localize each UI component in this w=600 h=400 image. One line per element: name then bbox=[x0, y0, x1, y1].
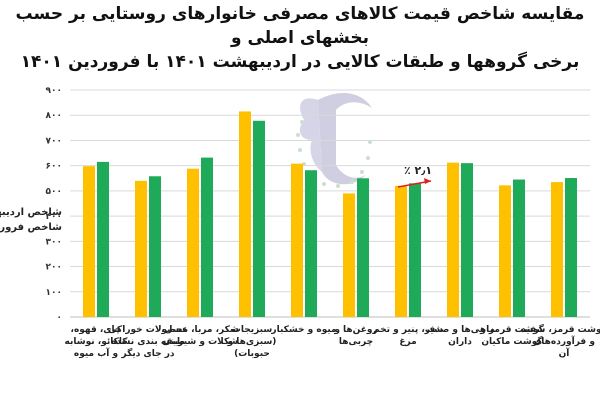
bar-series-2-7 bbox=[409, 183, 421, 317]
x-category-label: محصولات خوراکی طبقه بندی نشده در جای دیگر bbox=[108, 325, 188, 359]
y-tick-label: ۶۰۰ bbox=[46, 162, 62, 172]
watermark-logo bbox=[296, 93, 372, 188]
y-tick-label: ۹۰۰ bbox=[46, 86, 62, 96]
x-category-label: چای، قهوه، کاکائو، نوشابه و آب میوه bbox=[65, 325, 129, 359]
y-tick-label: ۳۰۰ bbox=[46, 237, 62, 247]
bar-series-1-5 bbox=[291, 163, 303, 317]
x-category-label: گوشت قرمز، سفید و فرآورده‌های آن bbox=[521, 323, 600, 359]
y-tick-label: ۸۰۰ bbox=[46, 111, 62, 121]
y-tick-label: ۱۰۰ bbox=[46, 288, 62, 298]
y-tick-label: ۵۰۰ bbox=[46, 187, 62, 197]
bar-series-2-6 bbox=[357, 178, 369, 317]
annotation-text: ٪ ۲٫۱ bbox=[404, 164, 432, 177]
x-category-label: ماهی‌ها و صدف داران bbox=[425, 325, 495, 347]
bar-series-2-1 bbox=[97, 161, 109, 317]
x-category-label: روغن‌ها و چربی‌ها bbox=[333, 325, 377, 347]
legend-item-series-1: شاخص اردیبهشت bbox=[0, 207, 62, 218]
bar-series-2-3 bbox=[201, 157, 213, 317]
legend: شاخص اردیبهشت شاخص فروردین bbox=[0, 205, 62, 235]
bar-series-1-4 bbox=[239, 111, 251, 317]
y-tick-label: ۰ bbox=[57, 313, 63, 323]
bar-series-2-2 bbox=[149, 176, 161, 317]
bar-series-2-5 bbox=[305, 170, 317, 317]
bar-series-1-2 bbox=[135, 180, 147, 317]
bar-series-1-7 bbox=[395, 185, 407, 317]
y-tick-label: ۷۰۰ bbox=[46, 136, 62, 146]
bar-chart: ۰ ۱۰۰ ۲۰۰ ۳۰۰ ۴۰۰ ۵۰۰ ۶۰۰ ۷۰۰ ۸۰۰ ۹۰۰ چای، قهوه، کا… bbox=[46, 86, 600, 359]
bar-series-2-4 bbox=[253, 120, 265, 317]
bar-series-1-6 bbox=[343, 193, 355, 317]
y-tick-label: ۴۰۰ bbox=[46, 212, 62, 222]
legend-item-series-2: شاخص فروردین bbox=[0, 222, 62, 233]
x-category-label: شیر، پنیر و تخم مرغ bbox=[373, 325, 443, 347]
x-category-label: میوه و خشکبار bbox=[270, 325, 336, 335]
bar-series-1-9 bbox=[499, 185, 511, 317]
bar-series-2-8 bbox=[461, 163, 473, 317]
y-tick-label: ۲۰۰ bbox=[46, 263, 62, 273]
x-category-label: شکر، مربا، عسل، شکلات و شیرینی bbox=[161, 325, 239, 347]
change-annotation: ٪ ۲٫۱ bbox=[397, 164, 432, 188]
x-category-label: گوشت قرمز و گوشت ماکیان bbox=[479, 323, 545, 347]
bar-series-2-10 bbox=[565, 178, 577, 317]
bar-series-2-9 bbox=[513, 179, 525, 317]
chart-title: مقایسه شاخص قیمت کالاهای مصرفی خانوارهای… bbox=[15, 4, 585, 72]
bar-series-1-8 bbox=[447, 162, 459, 317]
bar-series-1-1 bbox=[83, 166, 95, 317]
bar-series-1-10 bbox=[551, 182, 563, 317]
x-category-label: سبزیجات (سبزی‌ها و حبوبات) bbox=[227, 325, 277, 359]
bar-series-1-3 bbox=[187, 168, 199, 317]
